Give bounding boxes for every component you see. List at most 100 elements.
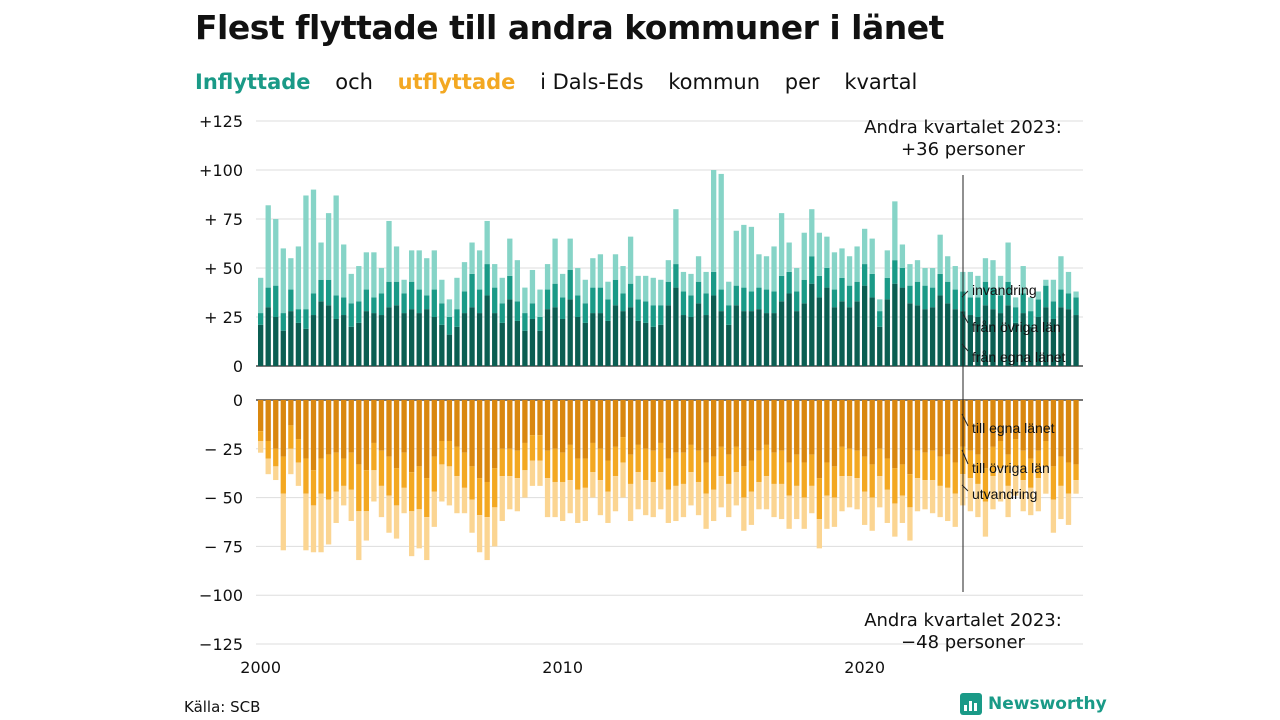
bar-till-egna-länet xyxy=(756,400,762,451)
bar-från-egna-länet xyxy=(763,313,770,366)
bar-till-egna-länet xyxy=(673,400,679,453)
bar-invandring xyxy=(794,268,800,292)
bar-från-övriga-län xyxy=(680,291,687,316)
bar-till-egna-länet xyxy=(258,400,264,432)
bar-från-egna-länet xyxy=(741,311,747,366)
bar-till-egna-länet xyxy=(446,400,453,441)
bar-från-övriga-län xyxy=(997,295,1004,314)
bar-utvandring xyxy=(597,480,604,516)
legend-leader xyxy=(961,484,969,492)
bar-från-egna-länet xyxy=(522,330,528,366)
bar-till-övriga-län xyxy=(620,437,626,463)
bar-från-egna-länet xyxy=(922,309,928,366)
bar-från-övriga-län xyxy=(582,303,588,323)
bar-till-övriga-län xyxy=(1005,454,1011,486)
bar-från-övriga-län xyxy=(295,309,302,323)
bar-från-övriga-län xyxy=(590,287,596,314)
bar-utvandring xyxy=(393,505,400,539)
bar-från-egna-länet xyxy=(356,322,362,366)
bar-till-övriga-län xyxy=(1028,458,1034,488)
bar-från-egna-länet xyxy=(990,309,996,366)
bar-från-egna-länet xyxy=(499,322,505,366)
bar-till-egna-länet xyxy=(703,400,709,463)
bar-utvandring xyxy=(401,487,407,514)
bar-till-egna-länet xyxy=(469,400,475,467)
bar-från-övriga-län xyxy=(892,260,898,284)
bar-invandring xyxy=(997,275,1004,296)
bar-invandring xyxy=(756,254,762,288)
bar-från-egna-länet xyxy=(635,320,641,366)
bar-till-egna-länet xyxy=(431,400,437,457)
bar-invandring xyxy=(771,246,777,292)
bar-till-övriga-län xyxy=(733,446,739,473)
bar-till-övriga-län xyxy=(816,478,822,520)
bar-invandring xyxy=(665,260,671,282)
bar-invandring xyxy=(265,205,271,288)
bar-från-övriga-län xyxy=(454,309,460,327)
bar-från-övriga-län xyxy=(899,268,906,288)
bar-till-övriga-län xyxy=(975,454,981,484)
bar-från-egna-länet xyxy=(295,322,302,366)
bar-till-egna-länet xyxy=(726,400,732,455)
bar-utvandring xyxy=(529,460,536,486)
bar-till-övriga-län xyxy=(945,454,951,488)
bar-från-övriga-län xyxy=(567,269,573,300)
bar-invandring xyxy=(590,258,596,288)
bar-från-egna-länet xyxy=(952,309,958,366)
bar-till-övriga-län xyxy=(341,458,347,486)
bar-utvandring xyxy=(741,497,747,531)
bar-utvandring xyxy=(567,480,573,514)
bar-till-egna-länet xyxy=(401,400,407,453)
bar-från-egna-länet xyxy=(288,311,294,366)
bar-till-övriga-län xyxy=(416,466,422,510)
bar-från-övriga-län xyxy=(846,285,853,308)
bar-från-övriga-län xyxy=(990,287,996,310)
bar-till-övriga-län xyxy=(356,464,362,512)
bar-utvandring xyxy=(439,464,445,502)
bar-från-egna-länet xyxy=(318,301,324,366)
bar-till-egna-länet xyxy=(786,400,792,463)
bar-till-övriga-län xyxy=(635,444,641,473)
bar-till-övriga-län xyxy=(937,456,943,486)
bar-från-egna-länet xyxy=(514,320,520,366)
bar-till-övriga-län xyxy=(514,450,520,479)
bar-till-övriga-län xyxy=(1050,466,1057,500)
bar-till-övriga-län xyxy=(711,456,717,490)
bar-invandring xyxy=(431,250,437,290)
bar-till-övriga-län xyxy=(839,446,845,477)
legend-leader xyxy=(961,413,969,427)
y-tick-label-upper: +125 xyxy=(199,112,243,131)
bar-till-egna-länet xyxy=(839,400,845,447)
bar-invandring xyxy=(816,232,822,276)
bar-från-egna-länet xyxy=(643,322,649,366)
bar-från-egna-länet xyxy=(809,283,815,366)
bar-till-övriga-län xyxy=(794,454,800,486)
bar-från-övriga-län xyxy=(544,289,551,310)
bar-från-egna-länet xyxy=(265,307,271,366)
bar-utvandring xyxy=(371,470,377,502)
bar-invandring xyxy=(575,268,581,296)
bar-utvandring xyxy=(635,472,641,510)
bar-till-egna-länet xyxy=(688,400,694,445)
bar-till-övriga-län xyxy=(741,466,747,498)
bar-från-egna-länet xyxy=(386,307,392,366)
bar-invandring xyxy=(884,250,890,278)
bar-till-övriga-län xyxy=(469,466,475,500)
bar-invandring xyxy=(899,244,906,268)
bar-från-övriga-län xyxy=(786,271,792,294)
bar-från-övriga-län xyxy=(620,293,626,312)
bar-till-egna-länet xyxy=(929,400,936,451)
bar-till-övriga-län xyxy=(567,444,573,481)
bar-från-egna-länet xyxy=(650,326,656,366)
bar-från-egna-länet xyxy=(1020,313,1026,366)
bar-utvandring xyxy=(907,507,913,541)
bar-till-egna-länet xyxy=(461,400,468,453)
bar-från-egna-länet xyxy=(378,315,385,366)
bar-utvandring xyxy=(325,499,332,545)
bar-utvandring xyxy=(620,462,626,498)
bar-till-övriga-län xyxy=(424,478,430,518)
bar-från-övriga-län xyxy=(507,275,513,300)
bar-från-övriga-län xyxy=(922,285,928,310)
bar-till-övriga-län xyxy=(801,462,807,498)
bar-invandring xyxy=(560,273,566,298)
